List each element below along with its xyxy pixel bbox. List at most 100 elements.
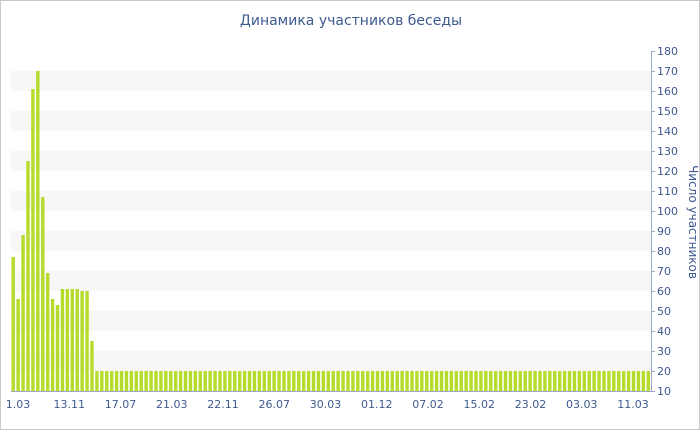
bar[interactable] [464, 371, 468, 391]
bar[interactable] [425, 371, 429, 391]
bar[interactable] [641, 371, 646, 391]
bar[interactable] [119, 371, 124, 391]
bar[interactable] [218, 371, 222, 391]
bar[interactable] [233, 371, 237, 391]
bar[interactable] [237, 371, 242, 391]
bar[interactable] [311, 371, 316, 391]
bar[interactable] [380, 371, 385, 391]
bar[interactable] [247, 371, 252, 391]
bar[interactable] [306, 371, 311, 391]
bar[interactable] [636, 371, 641, 391]
bar[interactable] [631, 371, 636, 391]
bar[interactable] [562, 371, 567, 391]
bar[interactable] [405, 371, 409, 391]
bar[interactable] [434, 371, 439, 391]
bar[interactable] [149, 371, 153, 391]
bar[interactable] [361, 371, 365, 391]
bar[interactable] [90, 341, 94, 391]
bar[interactable] [370, 371, 375, 391]
bar[interactable] [498, 371, 503, 391]
bar[interactable] [449, 371, 454, 391]
bar[interactable] [621, 371, 626, 391]
bar[interactable] [272, 371, 276, 391]
bar[interactable] [183, 371, 188, 391]
bar[interactable] [11, 257, 15, 391]
bar[interactable] [543, 371, 547, 391]
bar[interactable] [518, 371, 522, 391]
bar[interactable] [469, 371, 473, 391]
bar[interactable] [262, 371, 266, 391]
bar[interactable] [420, 371, 424, 391]
bar[interactable] [85, 291, 89, 391]
bar[interactable] [410, 371, 414, 391]
bar[interactable] [60, 289, 65, 391]
bar[interactable] [548, 371, 552, 391]
bar[interactable] [617, 371, 621, 391]
bar[interactable] [16, 299, 20, 391]
bar[interactable] [326, 371, 330, 391]
bar[interactable] [513, 371, 518, 391]
bar[interactable] [41, 197, 45, 391]
bar[interactable] [612, 371, 616, 391]
bar[interactable] [21, 235, 25, 391]
bar[interactable] [292, 371, 296, 391]
bar[interactable] [31, 89, 35, 391]
bar[interactable] [55, 305, 60, 391]
bar[interactable] [572, 371, 577, 391]
bar[interactable] [144, 371, 148, 391]
bar[interactable] [65, 289, 70, 391]
bar[interactable] [316, 371, 321, 391]
bar[interactable] [331, 371, 335, 391]
bar[interactable] [592, 371, 596, 391]
bar[interactable] [36, 71, 40, 391]
bar[interactable] [50, 299, 55, 391]
bar[interactable] [277, 371, 281, 391]
bar[interactable] [602, 371, 606, 391]
bar[interactable] [385, 371, 390, 391]
bar[interactable] [444, 371, 449, 391]
bar[interactable] [646, 371, 650, 391]
bar[interactable] [523, 371, 527, 391]
bar[interactable] [493, 371, 498, 391]
bar[interactable] [105, 371, 109, 391]
bar[interactable] [351, 371, 355, 391]
bar[interactable] [188, 371, 193, 391]
bar[interactable] [415, 371, 419, 391]
bar[interactable] [597, 371, 601, 391]
bar[interactable] [538, 371, 542, 391]
bar[interactable] [346, 371, 350, 391]
bar[interactable] [139, 371, 143, 391]
bar[interactable] [479, 371, 483, 391]
bar[interactable] [489, 371, 493, 391]
bar[interactable] [228, 371, 232, 391]
bar[interactable] [169, 371, 173, 391]
bar[interactable] [26, 161, 30, 391]
bar[interactable] [474, 371, 478, 391]
bar[interactable] [567, 371, 572, 391]
bar[interactable] [607, 371, 611, 391]
bar[interactable] [439, 371, 444, 391]
bar[interactable] [124, 371, 129, 391]
bar[interactable] [587, 371, 591, 391]
bar[interactable] [252, 371, 257, 391]
bar[interactable] [395, 371, 399, 391]
bar[interactable] [129, 371, 134, 391]
bar[interactable] [484, 371, 488, 391]
bar[interactable] [321, 371, 326, 391]
bar[interactable] [336, 371, 340, 391]
bar[interactable] [400, 371, 404, 391]
bar[interactable] [173, 371, 178, 391]
bar[interactable] [109, 371, 114, 391]
bar[interactable] [267, 371, 271, 391]
bar[interactable] [75, 289, 79, 391]
bar[interactable] [341, 371, 345, 391]
bar[interactable] [375, 371, 380, 391]
bar[interactable] [582, 371, 586, 391]
bar[interactable] [134, 371, 138, 391]
bar[interactable] [100, 371, 104, 391]
bar[interactable] [257, 371, 262, 391]
bar[interactable] [159, 371, 163, 391]
bar[interactable] [193, 371, 198, 391]
bar[interactable] [223, 371, 227, 391]
bar[interactable] [114, 371, 119, 391]
